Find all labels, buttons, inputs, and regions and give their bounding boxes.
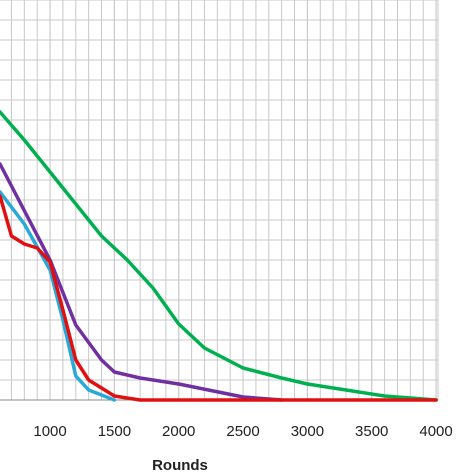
series-line bbox=[0, 162, 284, 402]
x-tick-label: 1000 bbox=[33, 423, 66, 440]
x-tick-label: 2000 bbox=[162, 423, 195, 440]
x-tick-label: 4000 bbox=[419, 423, 452, 440]
series-line bbox=[0, 194, 438, 402]
lines bbox=[0, 110, 438, 402]
series-line bbox=[0, 110, 438, 402]
series-line bbox=[0, 190, 117, 402]
grid bbox=[0, 0, 439, 401]
x-tick-label: 2500 bbox=[226, 423, 259, 440]
x-tick-label: 1500 bbox=[98, 423, 131, 440]
x-tick-label: 3500 bbox=[355, 423, 388, 440]
x-axis-label: Rounds bbox=[152, 457, 208, 474]
x-tick-label: 3000 bbox=[291, 423, 324, 440]
